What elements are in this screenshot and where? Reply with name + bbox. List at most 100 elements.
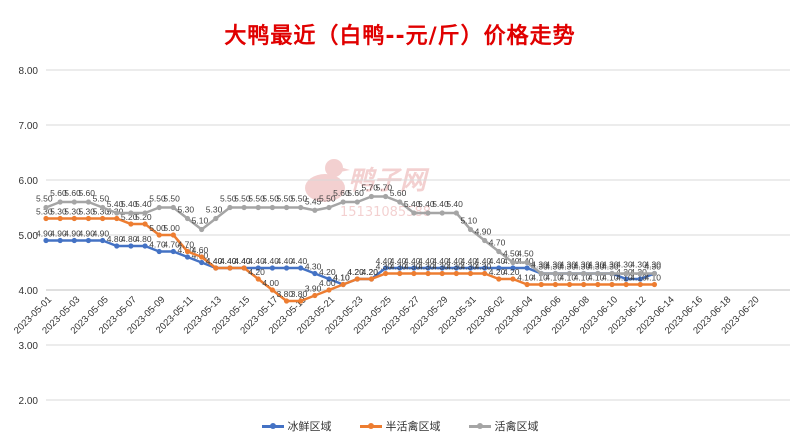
data-label: 5.00 xyxy=(149,223,166,233)
data-label: 4.80 xyxy=(121,234,138,244)
data-label: 5.60 xyxy=(333,188,350,198)
data-point xyxy=(100,237,106,244)
data-label: 5.40 xyxy=(404,199,421,209)
data-point xyxy=(623,270,629,277)
data-point xyxy=(482,237,488,244)
data-label: 5.30 xyxy=(206,205,223,215)
data-point xyxy=(199,254,205,260)
data-point xyxy=(425,270,431,277)
data-label: 5.30 xyxy=(178,205,195,215)
data-point xyxy=(510,259,516,266)
data-label: 5.40 xyxy=(121,199,138,209)
data-point xyxy=(354,276,360,282)
data-point xyxy=(397,265,403,271)
data-point xyxy=(368,193,375,200)
data-label: 4.40 xyxy=(262,256,279,266)
data-label: 4.10 xyxy=(630,273,647,283)
data-point xyxy=(298,204,304,211)
data-label: 4.00 xyxy=(262,278,279,288)
legend-label-ice-fresh: 冰鲜区域 xyxy=(287,421,332,433)
data-point xyxy=(467,270,474,277)
data-label: 4.30 xyxy=(531,260,548,270)
data-label: 4.20 xyxy=(319,267,336,277)
data-label: 5.45 xyxy=(305,196,322,206)
data-point xyxy=(57,215,63,222)
legend-label-live: 活禽区域 xyxy=(494,421,539,433)
data-point xyxy=(595,281,601,288)
data-label: 3.80 xyxy=(291,289,308,299)
data-label: 4.40 xyxy=(489,256,506,266)
data-label: 4.40 xyxy=(404,256,421,266)
data-point xyxy=(241,265,247,271)
data-label: 4.90 xyxy=(36,229,53,239)
data-point xyxy=(184,254,191,260)
data-label: 4.00 xyxy=(319,278,336,288)
data-label: 4.40 xyxy=(277,256,294,266)
data-point xyxy=(57,199,63,205)
data-label: 4.60 xyxy=(192,245,209,255)
data-label: 4.30 xyxy=(404,262,421,272)
data-label: 5.50 xyxy=(291,194,308,204)
data-point xyxy=(312,270,318,277)
data-point xyxy=(651,270,658,277)
data-point xyxy=(609,281,615,288)
data-label: 5.60 xyxy=(390,188,407,198)
data-point xyxy=(312,292,318,299)
data-label: 4.30 xyxy=(545,262,562,272)
data-point xyxy=(482,270,488,277)
data-label: 5.50 xyxy=(163,194,180,204)
data-point xyxy=(383,265,389,271)
data-point xyxy=(453,270,459,277)
data-point xyxy=(340,199,346,205)
data-label: 5.40 xyxy=(418,199,435,209)
data-label: 4.30 xyxy=(588,260,605,270)
data-label: 4.10 xyxy=(616,273,633,283)
data-label: 4.40 xyxy=(234,256,251,266)
data-label: 4.10 xyxy=(333,273,350,283)
watermark-logo-text: 鸭子网 xyxy=(348,166,427,196)
data-label: 4.20 xyxy=(503,267,520,277)
data-point xyxy=(100,215,106,222)
data-label: 4.30 xyxy=(432,262,449,272)
data-label: 5.40 xyxy=(432,199,449,209)
data-label: 4.90 xyxy=(64,229,81,239)
data-point xyxy=(637,270,643,277)
data-label: 4.30 xyxy=(644,262,661,272)
data-label: 5.50 xyxy=(36,194,53,204)
data-point xyxy=(184,215,191,222)
data-label: 5.60 xyxy=(347,188,364,198)
data-label: 4.30 xyxy=(644,260,661,270)
data-label: 4.80 xyxy=(107,234,124,244)
data-point xyxy=(397,199,403,205)
data-label: 4.30 xyxy=(545,260,562,270)
y-tick-label: 5.00 xyxy=(19,231,39,242)
data-label: 4.20 xyxy=(489,267,506,277)
data-label: 4.40 xyxy=(461,256,478,266)
data-point xyxy=(637,276,643,282)
data-label: 5.70 xyxy=(376,183,393,193)
data-point xyxy=(595,270,601,277)
data-label: 4.40 xyxy=(234,256,251,266)
data-label: 4.40 xyxy=(206,256,223,266)
data-point xyxy=(340,281,346,288)
data-label: 5.60 xyxy=(50,188,67,198)
data-label: 4.10 xyxy=(531,273,548,283)
data-label: 4.20 xyxy=(347,267,364,277)
data-point xyxy=(227,204,233,211)
data-label: 4.30 xyxy=(560,260,577,270)
data-point xyxy=(524,259,530,266)
data-point xyxy=(552,281,559,288)
data-label: 4.30 xyxy=(574,262,591,272)
data-label: 5.30 xyxy=(78,207,95,217)
data-point xyxy=(255,204,261,211)
data-point xyxy=(43,215,49,222)
data-point xyxy=(71,237,77,244)
y-tick-label: 7.00 xyxy=(19,121,39,132)
data-point xyxy=(637,281,643,288)
data-label: 5.60 xyxy=(78,188,95,198)
data-label: 4.30 xyxy=(305,262,322,272)
data-point xyxy=(368,276,375,282)
data-point xyxy=(467,265,474,271)
data-label: 4.20 xyxy=(347,267,364,277)
